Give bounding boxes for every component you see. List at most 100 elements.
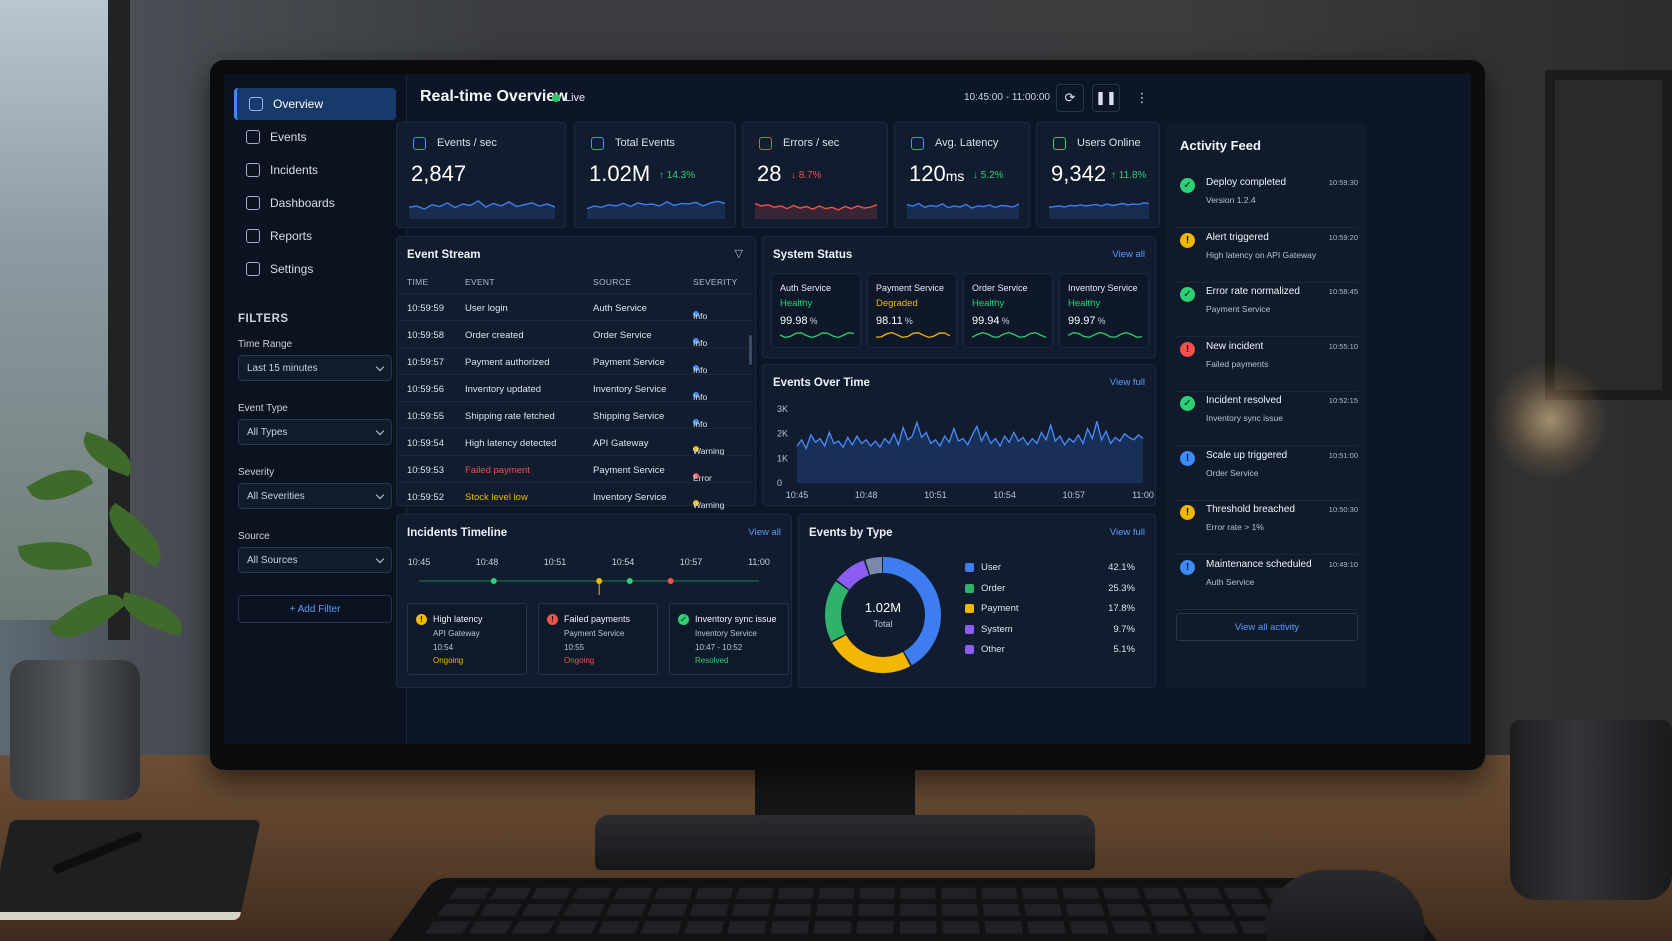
sparkline-line <box>587 200 725 210</box>
dashboard-screen: Overview Events Incidents Dashboards Reports… <box>224 74 1471 744</box>
filter-select-severity[interactable]: All Severities <box>238 483 392 509</box>
activity-item[interactable]: ! New incident Failed payments 10:55:10 <box>1176 338 1358 392</box>
x-tick-label: 10:57 <box>1063 490 1086 500</box>
row-event: Failed payment <box>465 465 530 476</box>
filter-label: Severity <box>238 467 275 478</box>
time-range-display[interactable]: 10:45:00 - 11:00:00 <box>964 92 1050 103</box>
chevron-down-icon <box>375 426 385 435</box>
warning-icon: ! <box>416 614 427 625</box>
wall-frame <box>1545 70 1672 400</box>
kpi-card-total-events[interactable]: Total Events 1.02M ↑ 14.3% <box>574 122 736 228</box>
kpi-change: ↑ 11.8% <box>1111 170 1147 181</box>
legend-item[interactable]: Order 25.3% <box>965 582 1135 596</box>
sidebar-item-settings[interactable]: Settings <box>234 253 396 285</box>
legend-name: User <box>981 562 1002 573</box>
activity-item[interactable]: ✓ Error rate normalized Payment Service 10:… <box>1176 283 1358 337</box>
more-menu-button[interactable]: ⋮ <box>1128 84 1156 112</box>
event-stream-scrollbar[interactable] <box>749 335 752 365</box>
timeline-marker[interactable] <box>667 578 674 584</box>
events-by-type-view-full-link[interactable]: View full <box>1109 527 1145 538</box>
row-source: Inventory Service <box>593 492 667 503</box>
refresh-button[interactable]: ⟳ <box>1056 84 1084 112</box>
activity-item[interactable]: ✓ Incident resolved Inventory sync issue 10… <box>1176 392 1358 446</box>
sidebar-item-overview[interactable]: Overview <box>234 88 396 120</box>
table-row[interactable]: 10:59:53 Failed payment Payment Service Err… <box>397 455 753 483</box>
activity-item[interactable]: ! Alert triggered High latency on API Gate… <box>1176 229 1358 283</box>
incident-card[interactable]: ! Failed payments Payment Service 10:55 Ongo… <box>538 603 658 675</box>
live-dot-icon <box>552 94 560 102</box>
incident-title: Inventory sync issue <box>695 614 777 624</box>
activity-item[interactable]: ! Threshold breached Error rate > 1% 10:50:… <box>1176 501 1358 555</box>
service-card-inventory-service[interactable]: Inventory Service Healthy 99.97% <box>1059 273 1149 348</box>
service-card-auth-service[interactable]: Auth Service Healthy 99.98% <box>771 273 861 348</box>
timeline-marker[interactable] <box>626 578 633 584</box>
service-name: Inventory Service <box>1068 283 1138 293</box>
kpi-label: Users Online <box>1077 137 1141 149</box>
filter-select-event-type[interactable]: All Types <box>238 419 392 445</box>
timeline-marker[interactable] <box>490 578 497 584</box>
kpi-card-users-online[interactable]: Users Online 9,342 ↑ 11.8% <box>1036 122 1160 228</box>
donut-slice-order[interactable] <box>825 557 941 673</box>
service-card-order-service[interactable]: Order Service Healthy 99.94% <box>963 273 1053 348</box>
table-row[interactable]: 10:59:55 Shipping rate fetched Shipping Se… <box>397 401 753 429</box>
sidebar-item-label: Reports <box>270 229 313 243</box>
filter-select-time-range[interactable]: Last 15 minutes <box>238 355 392 381</box>
legend-item[interactable]: User 42.1% <box>965 561 1135 575</box>
warning-icon: ! <box>1180 232 1195 248</box>
severity-dot-icon <box>693 473 699 479</box>
sidebar-item-dashboards[interactable]: Dashboards <box>234 187 396 219</box>
activity-item[interactable]: ✓ Deploy completed Version 1.2.4 10:59:30 <box>1176 174 1358 228</box>
system-status-view-all-link[interactable]: View all <box>1112 249 1145 260</box>
kpi-card-events-sec[interactable]: Events / sec 2,847 <box>396 122 566 228</box>
filter-label: Time Range <box>238 339 293 350</box>
info-icon: ! <box>1180 559 1195 575</box>
sidebar-item-label: Dashboards <box>270 196 335 210</box>
kpi-card-errors-sec[interactable]: Errors / sec 28 ↓ 8.7% <box>742 122 888 228</box>
incident-card[interactable]: ! High latency API Gateway 10:54 Ongoing <box>407 603 527 675</box>
add-filter-button[interactable]: + Add Filter <box>238 595 392 623</box>
sparkline-line <box>409 199 555 210</box>
service-card-payment-service[interactable]: Payment Service Degraded 98.11% <box>867 273 957 348</box>
row-time: 10:59:56 <box>407 384 444 395</box>
events-area <box>797 421 1143 483</box>
activity-icon-glyph: ! <box>1185 234 1190 246</box>
kpi-sparkline <box>755 202 877 219</box>
table-row[interactable]: 10:59:59 User login Auth Service Info <box>397 293 753 321</box>
table-row[interactable]: 10:59:54 High latency detected API Gateway… <box>397 428 753 456</box>
table-row[interactable]: 10:59:56 Inventory updated Inventory Servi… <box>397 374 753 402</box>
activity-title: Threshold breached <box>1206 504 1295 515</box>
sidebar-item-events[interactable]: Events <box>234 121 396 153</box>
pause-button[interactable]: ❚❚ <box>1092 84 1120 112</box>
legend-item[interactable]: Other 5.1% <box>965 643 1135 657</box>
sidebar-item-label: Overview <box>273 97 324 111</box>
col-source: SOURCE <box>593 277 632 287</box>
activity-item[interactable]: ! Scale up triggered Order Service 10:51:00 <box>1176 447 1358 501</box>
table-row[interactable]: 10:59:57 Payment authorized Payment Servic… <box>397 347 753 375</box>
kpi-card-avg-latency[interactable]: Avg. Latency 120ms ↓ 5.2% <box>894 122 1030 228</box>
sparkline-line <box>1049 202 1149 208</box>
filter-icon[interactable]: ▽ <box>734 248 743 260</box>
incident-card[interactable]: ✓ Inventory sync issue Inventory Service 10… <box>669 603 789 675</box>
sidebar-item-reports[interactable]: Reports <box>234 220 396 252</box>
table-row[interactable]: 10:59:52 Stock level low Inventory Service… <box>397 482 753 510</box>
table-row[interactable]: 10:59:58 Order created Order Service Info <box>397 320 753 348</box>
donut-slice-user[interactable] <box>825 557 941 673</box>
timeline-tick-label: 10:57 <box>680 557 703 567</box>
sidebar-item-incidents[interactable]: Incidents <box>234 154 396 186</box>
incident-source: API Gateway <box>433 629 480 638</box>
activity-item[interactable]: ! Maintenance scheduled Auth Service 10:49:… <box>1176 556 1358 610</box>
severity-dot-icon <box>693 392 699 398</box>
incidents-view-all-link[interactable]: View all <box>748 527 781 538</box>
timeline-tick-label: 11:00 <box>748 557 770 567</box>
filter-select-source[interactable]: All Sources <box>238 547 392 573</box>
view-all-activity-button[interactable]: View all activity <box>1176 613 1358 641</box>
kpi-label: Errors / sec <box>783 137 840 149</box>
legend-item[interactable]: Payment 17.8% <box>965 602 1135 616</box>
legend-item[interactable]: System 9.7% <box>965 623 1135 637</box>
check-circle-icon: ✓ <box>1180 396 1195 411</box>
donut-slice-payment[interactable] <box>825 557 941 673</box>
activity-subtitle: Inventory sync issue <box>1206 413 1284 423</box>
service-uptime-value: 98.11 <box>876 315 903 327</box>
events-over-time-view-full-link[interactable]: View full <box>1109 377 1145 388</box>
severity-dot-icon <box>693 446 699 452</box>
